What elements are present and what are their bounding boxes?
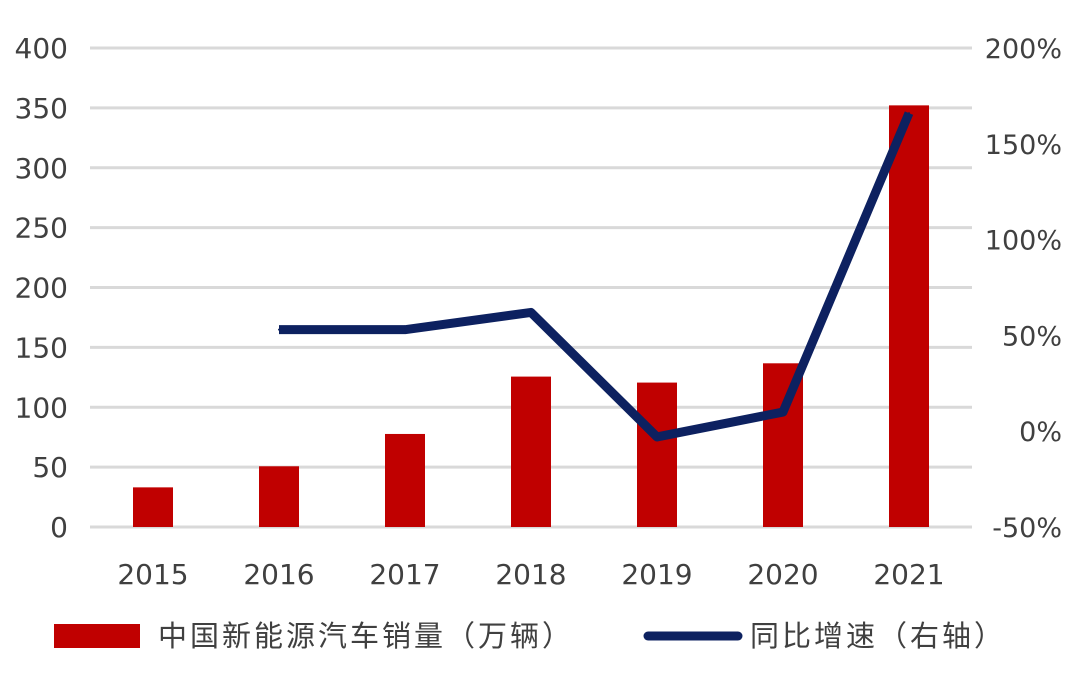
line-series [278, 111, 914, 442]
left-axis-ticks: 0 50 100 150 200 250 300 350 400 [15, 32, 68, 544]
left-tick-label: 0 [50, 511, 68, 544]
left-tick-label: 250 [15, 212, 68, 245]
line-point [530, 311, 532, 314]
left-tick-label: 50 [32, 451, 68, 484]
x-tick-label: 2021 [873, 558, 944, 591]
legend-bar-swatch [54, 624, 140, 648]
right-tick-label: 50% [1002, 321, 1062, 352]
bar [511, 376, 551, 527]
left-tick-label: 200 [15, 272, 68, 305]
right-tick-label: -50% [992, 513, 1062, 544]
left-tick-label: 300 [15, 152, 68, 185]
x-tick-label: 2015 [117, 558, 188, 591]
bar [259, 466, 299, 527]
right-tick-label: 100% [985, 226, 1062, 257]
x-axis-ticks: 2015 2016 2017 2018 2019 2020 2021 [117, 558, 944, 591]
legend: 中国新能源汽车销量（万辆） 同比增速（右轴） [54, 619, 1006, 653]
line-point [782, 411, 784, 414]
left-tick-label: 150 [15, 331, 68, 364]
legend-bar-label: 中国新能源汽车销量（万辆） [158, 619, 574, 653]
x-tick-label: 2016 [243, 558, 314, 591]
bar [385, 433, 425, 527]
right-tick-label: 0% [1019, 417, 1062, 448]
left-tick-label: 100 [15, 391, 68, 424]
right-tick-label: 200% [985, 34, 1062, 65]
line-point [656, 435, 658, 438]
left-tick-label: 400 [15, 32, 68, 65]
right-axis-ticks: -50% 0% 50% 100% 150% 200% [985, 34, 1062, 544]
left-tick-label: 350 [15, 92, 68, 125]
right-tick-label: 150% [985, 130, 1062, 161]
line-point [278, 328, 280, 331]
bar [133, 487, 173, 527]
x-tick-label: 2017 [369, 558, 440, 591]
line-point [404, 328, 406, 331]
bar-series [133, 105, 929, 527]
bar [889, 105, 929, 527]
gridlines [90, 46, 972, 529]
x-tick-label: 2020 [747, 558, 818, 591]
legend-line-label: 同比增速（右轴） [750, 619, 1006, 653]
x-tick-label: 2019 [621, 558, 692, 591]
growth-line [279, 111, 914, 442]
x-tick-label: 2018 [495, 558, 566, 591]
bar [637, 382, 677, 527]
line-point [908, 112, 910, 115]
